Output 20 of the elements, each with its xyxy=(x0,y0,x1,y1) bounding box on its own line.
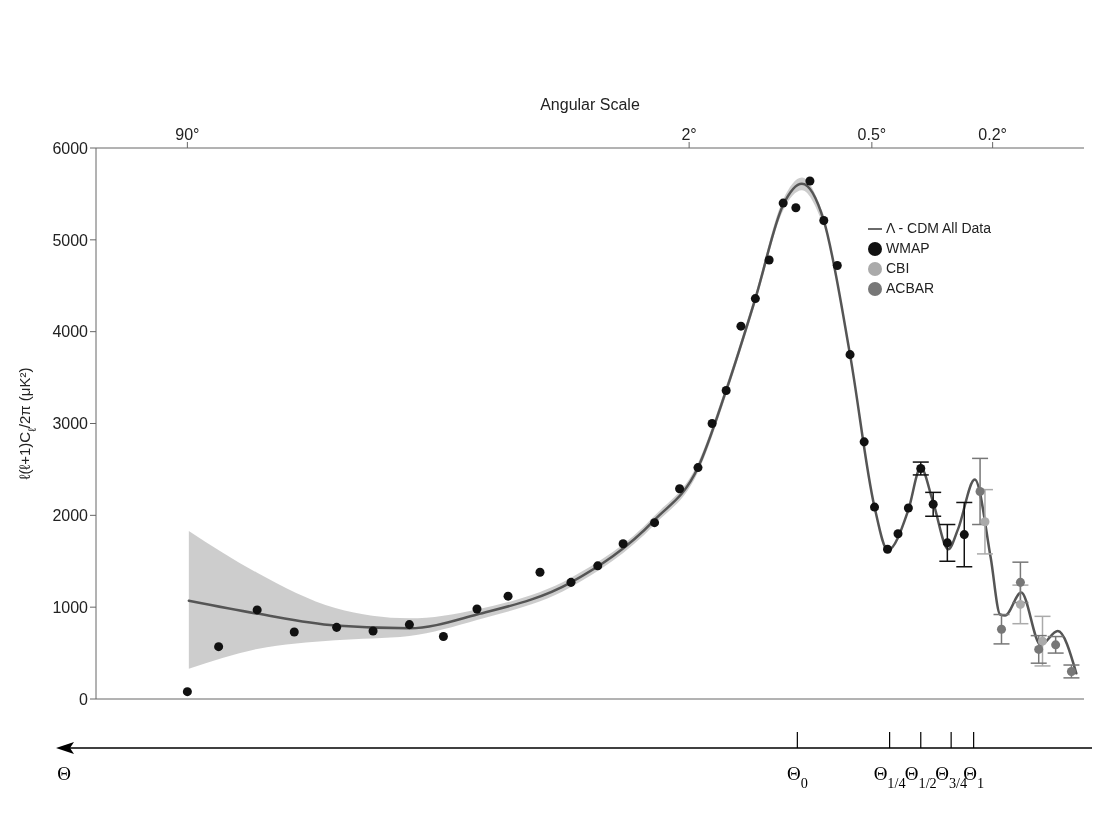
legend-label: WMAP xyxy=(886,240,930,256)
legend-label: Λ - CDM All Data xyxy=(886,220,992,236)
annotation: Θ$_{1/4}$ xyxy=(873,763,906,791)
text: Θ xyxy=(57,763,71,784)
y-tick-label: 0 xyxy=(79,690,89,708)
y-tick-label: 4000 xyxy=(52,323,89,341)
y-tick-label: 3000 xyxy=(52,415,89,433)
y-tick-label: 2000 xyxy=(52,507,89,525)
y-tick-label: 6000 xyxy=(52,139,89,157)
annotation: Θ$_{0}$ xyxy=(786,763,808,791)
legend-label: CBI xyxy=(886,260,910,276)
annotation: Θ$_{1/2}$ xyxy=(904,763,937,791)
x-tick-label: 90° xyxy=(175,126,200,143)
x-tick-label: 0.2° xyxy=(978,126,1007,143)
x-tick-label: 2° xyxy=(681,126,697,143)
legend-label: ACBAR xyxy=(886,280,935,296)
y-tick-label: 5000 xyxy=(52,231,89,249)
x-tick-label: 0.5° xyxy=(857,126,887,143)
x-axis-title: Angular Scale xyxy=(540,96,640,113)
y-tick-label: 1000 xyxy=(52,598,89,616)
